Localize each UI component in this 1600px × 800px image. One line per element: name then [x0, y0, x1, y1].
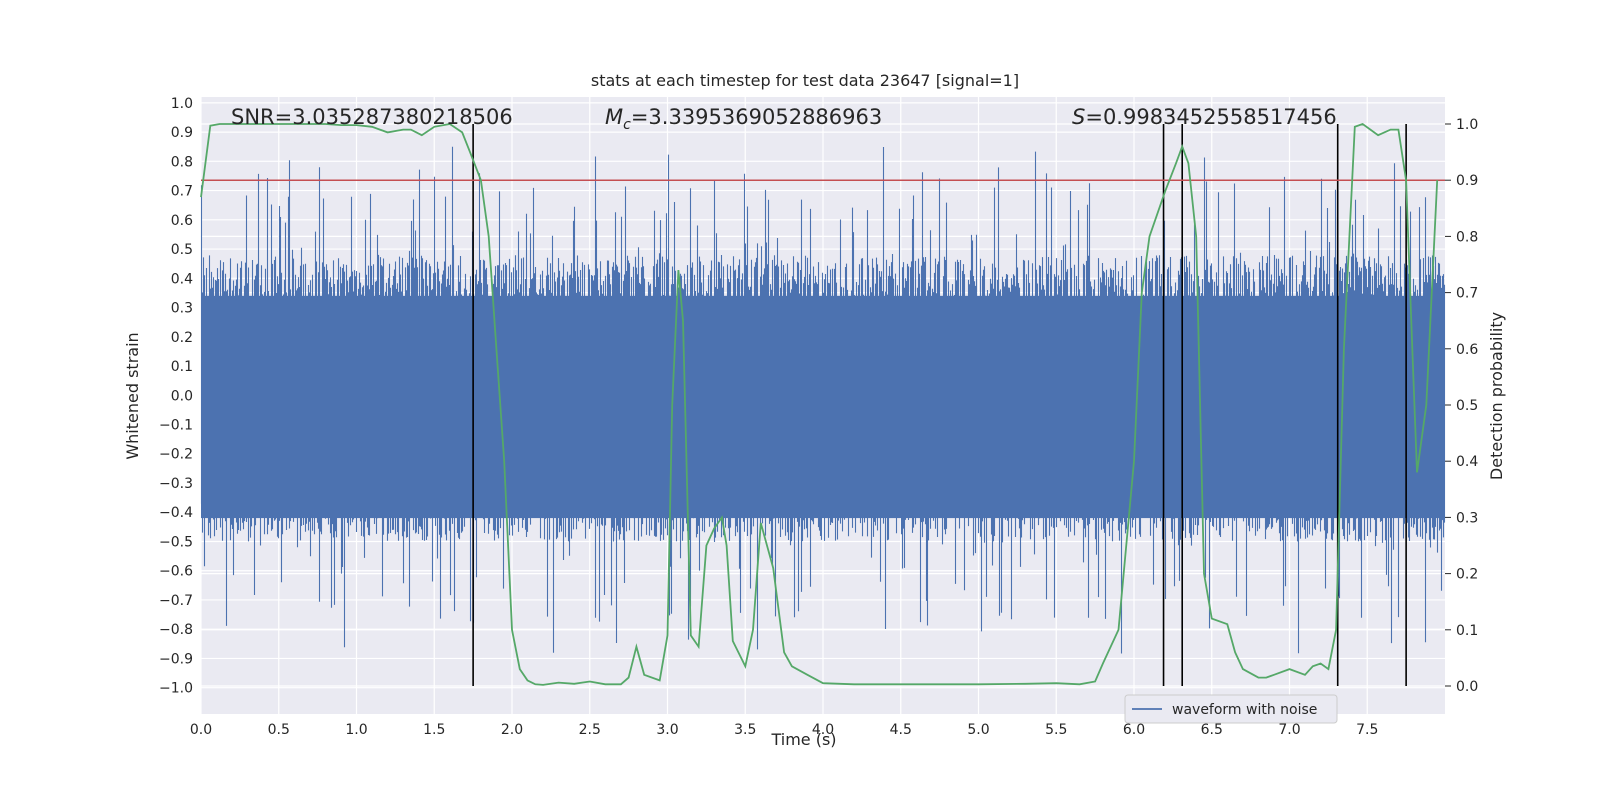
y-right-tick-label: 0.3	[1456, 510, 1478, 526]
x-tick-label: 7.0	[1278, 722, 1300, 738]
score-symbol: S	[1072, 105, 1085, 129]
y-right-tick-label: 0.6	[1456, 342, 1478, 358]
y-left-tick-label: −0.3	[159, 476, 193, 492]
x-tick-label: 4.5	[890, 722, 912, 738]
x-tick-label: 3.5	[734, 722, 756, 738]
snr-annotation: SNR=3.035287380218506	[231, 105, 513, 129]
x-tick-label: 2.0	[501, 722, 523, 738]
y-left-tick-label: 0.3	[171, 301, 193, 317]
y-left-tick-label: −0.2	[159, 447, 193, 463]
x-tick-label: 0.5	[268, 722, 290, 738]
y-left-tick-label: −0.4	[159, 505, 193, 521]
y-right-tick-label: 0.7	[1456, 286, 1478, 302]
chirp-mass-annotation: Mc=3.3395369052886963	[605, 105, 882, 133]
y-left-tick-label: 0.1	[171, 359, 193, 375]
x-tick-label: 6.5	[1201, 722, 1223, 738]
y-left-tick-label: −0.8	[159, 622, 193, 638]
y-left-tick-label: −0.9	[159, 651, 193, 667]
y-axis-left-ticks: 1.0 0.9 0.8 0.7 0.6 0.5 0.4 0.3 0.2 0.1 0.0 −0.1 −0.…	[159, 96, 193, 697]
y-axis-left-label: Whitened strain	[123, 332, 142, 459]
y-axis-right-ticks: 0.0 0.1 0.2 0.3 0.4 0.5 0.6 0.7 0.8 0.9 1.0	[1445, 117, 1478, 695]
y-right-tick-label: 0.5	[1456, 398, 1478, 414]
legend-label-waveform: waveform with noise	[1172, 702, 1317, 718]
x-tick-label: 5.5	[1045, 722, 1067, 738]
y-left-tick-label: −0.6	[159, 564, 193, 580]
x-tick-label: 7.5	[1356, 722, 1378, 738]
legend-box	[1124, 694, 1338, 724]
x-tick-label: 2.5	[579, 722, 601, 738]
y-left-tick-label: −0.7	[159, 593, 193, 609]
y-right-tick-label: 0.8	[1456, 229, 1478, 245]
y-left-tick-label: 1.0	[171, 96, 193, 112]
legend: waveform with noise	[1124, 694, 1338, 724]
y-left-tick-label: 0.2	[171, 330, 193, 346]
y-left-tick-label: 0.9	[171, 125, 193, 141]
y-right-tick-label: 0.1	[1456, 623, 1478, 639]
chart-title: stats at each timestep for test data 236…	[591, 71, 1019, 90]
chirp-mass-value: =3.3395369052886963	[631, 105, 882, 129]
y-left-tick-label: 0.4	[171, 271, 193, 287]
x-tick-label: 4.0	[812, 722, 834, 738]
waveform-dense-core	[201, 295, 1445, 519]
y-left-tick-label: −0.1	[159, 418, 193, 434]
y-left-tick-label: −0.5	[159, 534, 193, 550]
y-right-tick-label: 0.4	[1456, 454, 1478, 470]
y-left-tick-label: 0.5	[171, 242, 193, 258]
x-tick-label: 0.0	[190, 722, 212, 738]
x-tick-label: 1.5	[423, 722, 445, 738]
score-annotation: S=0.9983452558517456	[1072, 105, 1337, 129]
y-left-tick-label: 0.8	[171, 154, 193, 170]
x-tick-label: 6.0	[1123, 722, 1145, 738]
y-left-tick-label: −1.0	[159, 681, 193, 697]
score-value: =0.9983452558517456	[1085, 105, 1336, 129]
y-right-tick-label: 0.9	[1456, 173, 1478, 189]
chirp-mass-symbol: M	[605, 105, 623, 129]
chirp-mass-subscript: c	[623, 117, 631, 133]
series-detection-probability	[200, 122, 1439, 686]
y-left-tick-label: 0.0	[171, 388, 193, 404]
x-tick-label: 1.0	[345, 722, 367, 738]
y-right-tick-label: 0.2	[1456, 567, 1478, 583]
y-axis-right-label: Detection probability	[1487, 312, 1506, 480]
y-left-tick-label: 0.7	[171, 184, 193, 200]
x-tick-label: 3.0	[656, 722, 678, 738]
x-tick-label: 5.0	[967, 722, 989, 738]
x-axis-label: Time (s)	[770, 730, 836, 749]
y-right-tick-label: 0.0	[1456, 679, 1478, 695]
x-axis-ticks: 0.0 0.5 1.0 1.5 2.0 2.5 3.0 3.5 4.0 4.5 5.0 5.5 6.0 6…	[190, 722, 1379, 738]
y-left-tick-label: 0.6	[171, 213, 193, 229]
y-right-tick-label: 1.0	[1456, 117, 1478, 133]
series-waveform-with-noise	[200, 146, 1446, 654]
